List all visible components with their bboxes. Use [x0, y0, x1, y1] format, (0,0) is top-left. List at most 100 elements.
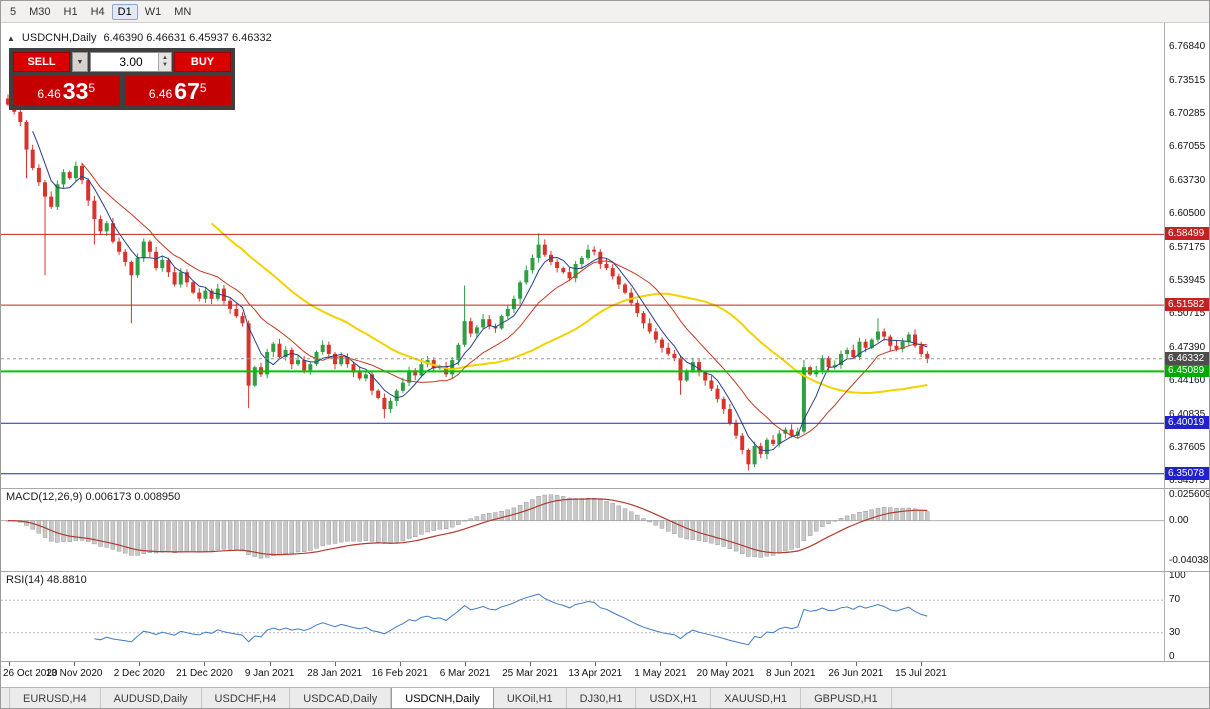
price-axis-label: 6.44160 [1169, 374, 1206, 386]
toolbar-period-5[interactable]: 5 [4, 4, 22, 20]
time-axis-tick [204, 662, 206, 666]
ask-price-point: 5 [199, 81, 207, 95]
bid-price-pips: 33 [62, 78, 89, 104]
macd-axis-label: -0.040386 [1169, 555, 1210, 567]
volume-value: 3.00 [119, 55, 143, 69]
price-axis-label: 6.60500 [1169, 207, 1206, 219]
level-price-badge: 6.45089 [1165, 364, 1209, 378]
time-axis-tick [855, 662, 857, 666]
sell-button[interactable]: SELL [13, 52, 70, 72]
toolbar-period-D1[interactable]: D1 [111, 3, 138, 20]
tab-usdcnh-daily[interactable]: USDCNH,Daily [391, 688, 494, 708]
ask-price-prefix: 6.46 [148, 87, 173, 101]
volume-spinner[interactable]: ▲ ▼ [158, 53, 171, 71]
tab-usdx-h1[interactable]: USDX,H1 [636, 688, 712, 708]
level-price-badge: 6.35078 [1165, 466, 1209, 480]
date-label: 13 Nov 2020 [45, 668, 103, 679]
price-axis-label: 6.70285 [1169, 107, 1206, 119]
price-axis-label: 6.50715 [1169, 307, 1206, 319]
spinner-down-icon: ▼ [162, 62, 168, 68]
macd-indicator-chart[interactable] [1, 489, 1165, 571]
price-axis-label: 6.40835 [1169, 408, 1206, 420]
spinner-up-icon: ▲ [162, 55, 168, 61]
moving-average-ma5 [32, 131, 928, 452]
price-axis-label: 6.37605 [1169, 441, 1206, 453]
panel-splitter[interactable] [1, 488, 1209, 489]
price-axis-label: 6.76840 [1169, 41, 1206, 52]
price-axis[interactable]: 6.76840 6.73515 6.70285 6.67055 6.63730 6.605… [1165, 23, 1210, 687]
price-axis-label: 6.47390 [1169, 341, 1206, 353]
date-label: 13 Apr 2021 [568, 668, 623, 679]
moving-average-ma13 [81, 162, 928, 439]
tab-gbpusd-h1[interactable]: GBPUSD,H1 [801, 688, 892, 708]
toolbar-period-MN[interactable]: MN [168, 4, 197, 20]
date-label: 16 Feb 2021 [371, 668, 428, 679]
price-axis-label: 6.73515 [1169, 74, 1206, 86]
price-axis-label: 6.34375 [1169, 474, 1206, 486]
chart-ohlc-values: 6.46390 6.46631 6.45937 6.46332 [103, 32, 272, 44]
tab-eurusd-h4[interactable]: EURUSD,H4 [9, 688, 101, 708]
toolbar-period-M30[interactable]: M30 [23, 4, 56, 20]
date-label: 20 May 2021 [696, 668, 755, 679]
time-axis-tick [334, 662, 336, 666]
time-axis-tick [790, 662, 792, 666]
date-label: 6 Mar 2021 [439, 668, 491, 679]
bid-price-display[interactable]: 6.46 33 5 [13, 76, 120, 106]
tab-usdchf-h4[interactable]: USDCHF,H4 [202, 688, 291, 708]
main-price-chart[interactable] [1, 23, 1165, 488]
tab-ukoil-h1[interactable]: UKOil,H1 [494, 688, 567, 708]
toolbar-period-W1[interactable]: W1 [139, 4, 168, 20]
rsi-line [94, 593, 928, 646]
buy-button[interactable]: BUY [174, 52, 231, 72]
time-axis-tick [269, 662, 271, 666]
time-axis-tick [921, 662, 922, 666]
price-axis-label: 6.53945 [1169, 274, 1206, 286]
collapse-chart-icon[interactable]: ▲ [7, 33, 15, 43]
date-label: 9 Jan 2021 [244, 668, 295, 679]
date-label: 1 May 2021 [634, 668, 687, 679]
macd-axis-label: 0.00 [1169, 514, 1189, 526]
macd-label: MACD(12,26,9) 0.006173 0.008950 [6, 491, 181, 503]
macd-axis-label: 0.025609 [1169, 488, 1210, 500]
toolbar-period-H1[interactable]: H1 [58, 4, 84, 20]
rsi-label: RSI(14) 48.8810 [6, 574, 87, 586]
rsi-indicator-chart[interactable] [1, 572, 1165, 661]
bid-price-point: 5 [88, 81, 96, 95]
chart-symbol-period: USDCNH,Daily [21, 32, 97, 44]
panel-splitter[interactable] [1, 661, 1209, 662]
date-label: 2 Dec 2020 [113, 668, 165, 679]
date-label: 25 Mar 2021 [502, 668, 559, 679]
ask-price-display[interactable]: 6.46 67 5 [124, 76, 231, 106]
volume-field[interactable]: 3.00 ▲ ▼ [90, 52, 172, 72]
time-axis-tick [9, 662, 10, 666]
date-label: 21 Dec 2020 [176, 668, 233, 679]
price-axis-label: 6.57175 [1169, 241, 1206, 253]
tab-audusd-daily[interactable]: AUDUSD,Daily [101, 688, 202, 708]
time-axis-tick [465, 662, 466, 666]
current-price-badge: 6.46332 [1165, 351, 1209, 365]
time-axis[interactable]: 26 Oct 2020 13 Nov 2020 2 Dec 2020 21 Dec 2… [1, 662, 1165, 687]
candles-group [6, 94, 930, 471]
time-axis-tick [74, 662, 76, 666]
toolbar-period-H4[interactable]: H4 [85, 4, 111, 20]
panel-splitter[interactable] [1, 571, 1209, 572]
macd-signal-line [7, 498, 928, 556]
volume-dropdown-button[interactable]: ▼ [72, 52, 88, 72]
date-label: 26 Oct 2020 [3, 668, 58, 679]
time-axis-tick [660, 662, 662, 666]
chevron-down-icon: ▼ [76, 58, 84, 66]
tab-xauusd-h1[interactable]: XAUUSD,H1 [711, 688, 802, 708]
moving-average-ma34 [210, 222, 928, 395]
timeframe-toolbar: 5 M30 H1 H4 D1 W1 MN [1, 1, 1209, 23]
level-price-badge: 6.58499 [1165, 227, 1209, 241]
chart-title: ▲ USDCNH,Daily 6.46390 6.46631 6.45937 6… [7, 32, 272, 44]
price-axis-label: 6.63730 [1169, 174, 1206, 186]
axis-separator [1164, 23, 1165, 687]
tab-usdcad-daily[interactable]: USDCAD,Daily [290, 688, 392, 708]
date-label: 26 Jun 2021 [828, 668, 884, 679]
date-label: 28 Jan 2021 [307, 668, 363, 679]
date-label: 8 Jun 2021 [765, 668, 816, 679]
time-axis-tick [530, 662, 532, 666]
date-label: 15 Jul 2021 [895, 668, 947, 679]
tab-dj30-h1[interactable]: DJ30,H1 [567, 688, 637, 708]
